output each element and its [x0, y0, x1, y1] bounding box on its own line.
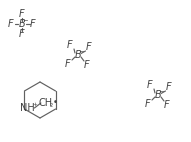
Text: 2: 2 [49, 103, 53, 108]
Text: F: F [65, 59, 71, 69]
Text: NH: NH [20, 103, 35, 113]
Text: CH: CH [38, 98, 53, 108]
Text: F: F [84, 60, 90, 70]
Text: F: F [147, 80, 153, 90]
Text: F: F [8, 19, 14, 29]
Text: +: + [32, 103, 37, 107]
Text: F: F [19, 29, 25, 39]
Text: F: F [19, 9, 25, 19]
Text: B: B [75, 50, 81, 60]
Text: −: − [80, 49, 84, 54]
Text: −: − [160, 89, 164, 94]
Text: −: − [24, 18, 28, 23]
Text: F: F [166, 82, 172, 92]
Text: •: • [53, 98, 57, 107]
Text: F: F [145, 99, 151, 109]
Text: F: F [86, 42, 92, 52]
Text: F: F [67, 40, 73, 50]
Text: F: F [164, 100, 170, 110]
Text: B: B [155, 90, 161, 100]
Text: F: F [30, 19, 36, 29]
Text: B: B [19, 19, 25, 29]
